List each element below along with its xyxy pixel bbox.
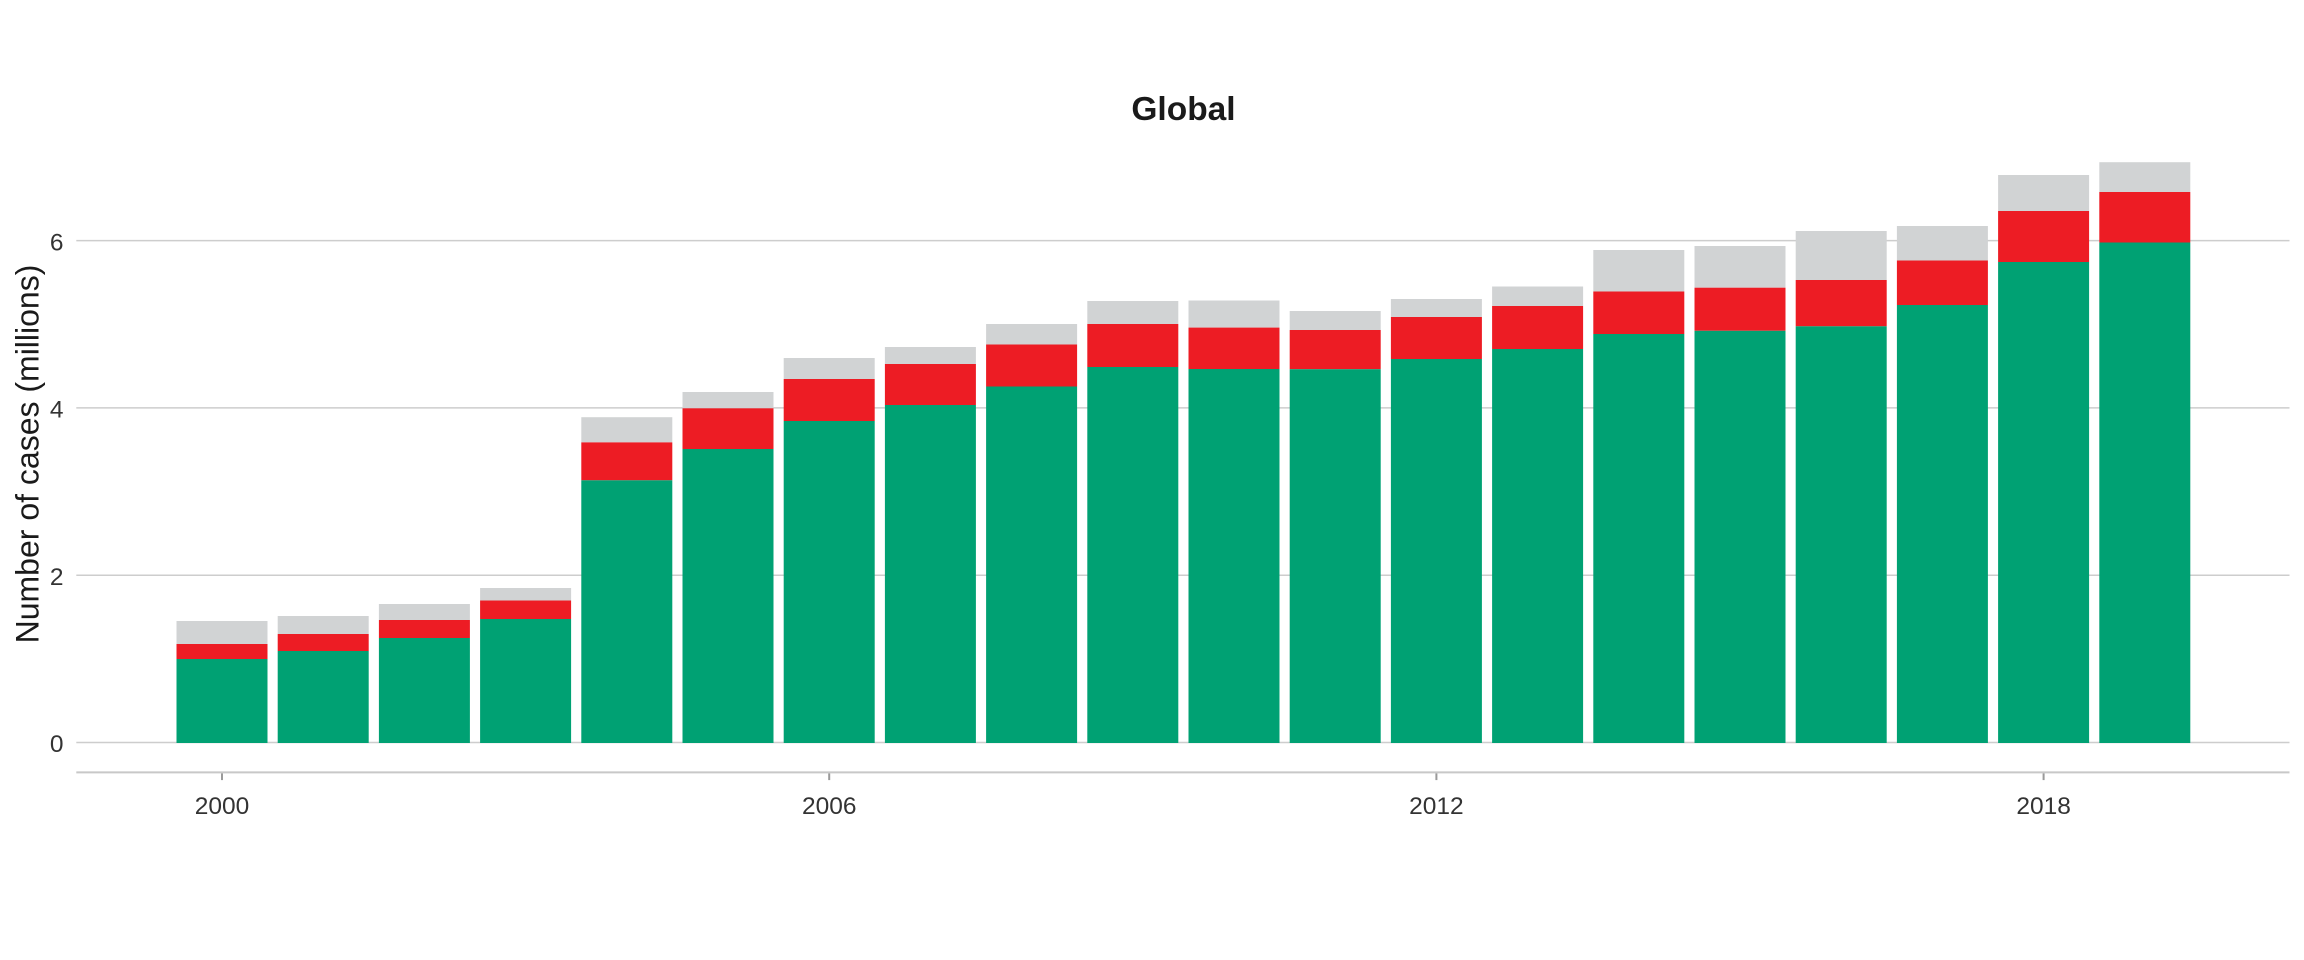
svg-text:2000: 2000 (195, 793, 250, 820)
svg-text:2018: 2018 (2016, 793, 2071, 820)
svg-text:0: 0 (50, 731, 64, 758)
svg-text:Global: Global (1131, 91, 1235, 128)
svg-text:2: 2 (50, 564, 64, 591)
svg-text:6: 6 (50, 229, 64, 256)
svg-text:Number of cases (millions): Number of cases (millions) (10, 265, 46, 644)
svg-text:2006: 2006 (802, 793, 857, 820)
svg-text:4: 4 (50, 397, 64, 424)
svg-text:2012: 2012 (1409, 793, 1464, 820)
